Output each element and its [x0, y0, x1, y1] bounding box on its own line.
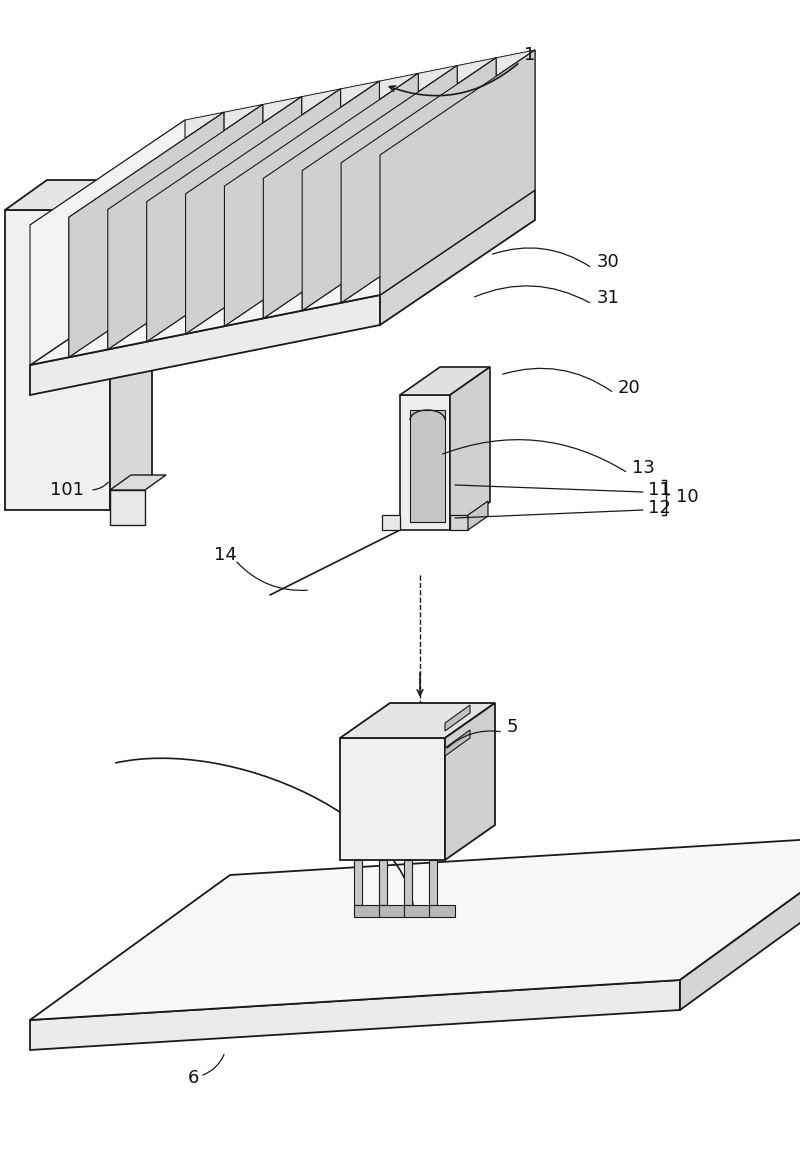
Polygon shape	[302, 66, 458, 311]
Polygon shape	[302, 57, 496, 170]
Polygon shape	[108, 104, 262, 350]
Polygon shape	[341, 57, 496, 303]
Polygon shape	[400, 367, 490, 395]
Polygon shape	[340, 738, 445, 860]
Polygon shape	[225, 81, 379, 326]
Polygon shape	[110, 475, 166, 490]
Polygon shape	[445, 705, 470, 731]
Polygon shape	[400, 395, 450, 530]
Polygon shape	[186, 89, 341, 334]
Polygon shape	[429, 906, 455, 917]
Polygon shape	[30, 294, 380, 395]
Polygon shape	[354, 906, 380, 917]
Polygon shape	[110, 179, 152, 510]
Polygon shape	[380, 50, 535, 294]
Text: 1: 1	[524, 46, 536, 65]
Text: 30: 30	[597, 253, 620, 271]
Polygon shape	[5, 179, 152, 210]
Polygon shape	[225, 81, 379, 326]
Polygon shape	[30, 835, 800, 1021]
Text: 12: 12	[648, 499, 671, 517]
Text: 5: 5	[507, 718, 518, 735]
Text: 14: 14	[214, 545, 237, 564]
Polygon shape	[108, 96, 302, 210]
Polygon shape	[380, 190, 535, 325]
Polygon shape	[30, 190, 535, 365]
Polygon shape	[340, 703, 495, 738]
Polygon shape	[341, 50, 535, 163]
Polygon shape	[468, 501, 488, 530]
Polygon shape	[110, 490, 145, 526]
Polygon shape	[146, 96, 302, 341]
Polygon shape	[5, 210, 110, 510]
Polygon shape	[186, 89, 341, 334]
Polygon shape	[302, 66, 458, 311]
Polygon shape	[445, 703, 495, 860]
Polygon shape	[263, 74, 418, 318]
Polygon shape	[186, 81, 379, 194]
Polygon shape	[263, 74, 418, 318]
Text: 20: 20	[618, 379, 641, 396]
Polygon shape	[146, 89, 341, 202]
Polygon shape	[404, 860, 412, 906]
Polygon shape	[404, 906, 430, 917]
Text: 6: 6	[187, 1069, 198, 1087]
Polygon shape	[146, 96, 302, 341]
Polygon shape	[410, 411, 445, 522]
Polygon shape	[382, 515, 400, 530]
Polygon shape	[354, 860, 362, 906]
Polygon shape	[380, 50, 535, 294]
Polygon shape	[30, 120, 185, 365]
Polygon shape	[69, 113, 224, 358]
Text: 13: 13	[632, 459, 655, 477]
Polygon shape	[263, 66, 458, 178]
Polygon shape	[450, 515, 468, 530]
Polygon shape	[379, 906, 405, 917]
Polygon shape	[225, 74, 418, 187]
Polygon shape	[108, 104, 262, 350]
Polygon shape	[30, 979, 680, 1050]
Text: 10: 10	[676, 488, 698, 506]
Polygon shape	[429, 860, 437, 906]
Polygon shape	[341, 57, 496, 303]
Polygon shape	[680, 835, 800, 1010]
Text: 31: 31	[597, 289, 620, 307]
Polygon shape	[69, 113, 224, 358]
Polygon shape	[445, 730, 470, 757]
Text: 101: 101	[50, 481, 84, 499]
Polygon shape	[450, 367, 490, 530]
Text: 11: 11	[648, 481, 670, 499]
Polygon shape	[379, 860, 387, 906]
Polygon shape	[30, 113, 224, 225]
Polygon shape	[69, 104, 262, 217]
